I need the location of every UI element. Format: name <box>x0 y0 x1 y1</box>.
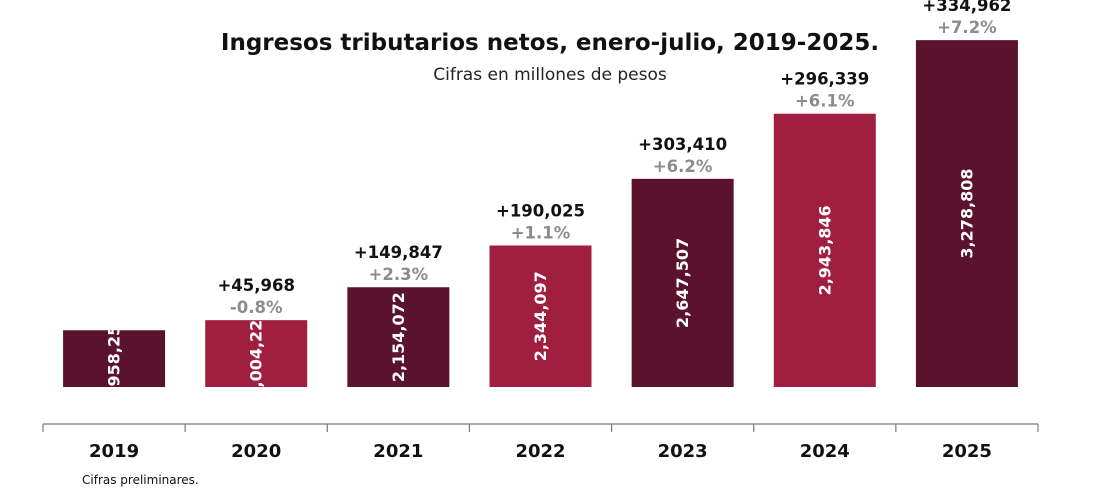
x-axis: 2019 2020 2021 2022 2023 2024 2025 <box>42 423 1039 462</box>
bar-change-pct-label: +2.3% <box>369 265 429 284</box>
x-tick-label: 2023 <box>658 441 708 462</box>
bar-value-label: 2,344,097 <box>531 271 550 361</box>
chart-footnote: Cifras preliminares. <box>82 473 199 487</box>
bar-change-abs-label: +296,339 <box>780 70 869 89</box>
bar-change-abs-label: +190,025 <box>496 201 585 220</box>
bar-change-pct-label: +6.2% <box>653 157 713 176</box>
bar-change-abs-label: +45,968 <box>217 276 295 295</box>
bar-2024 <box>773 113 876 387</box>
bar-change-pct-label: -0.8% <box>230 298 283 317</box>
bar-2025 <box>915 40 1018 387</box>
bar-2022 <box>489 245 592 387</box>
bar-value-label: 2,943,846 <box>815 205 834 295</box>
bar-change-abs-label: +149,847 <box>354 243 443 262</box>
x-tick-label: 2022 <box>515 441 565 462</box>
bar-2019 <box>63 330 166 387</box>
bar-value-label: 2,154,072 <box>389 292 408 382</box>
bar-change-pct-label: +7.2% <box>937 18 997 37</box>
bar-value-label: 2,004,225 <box>247 309 266 399</box>
bar-2020 <box>205 320 308 387</box>
bars-layer: 1,958,257 2,004,225-0.8% +45,968 2,154,072 +… <box>63 0 1018 404</box>
x-tick-label: 2019 <box>89 441 139 462</box>
chart-title: Ingresos tributarios netos, enero-julio,… <box>221 30 879 56</box>
chart-subtitle: Cifras en millones de pesos <box>433 65 667 85</box>
bar-change-pct-label: +6.1% <box>795 92 855 111</box>
bar-value-label: 3,278,808 <box>957 169 976 259</box>
bar-change-abs-label: +334,962 <box>922 0 1011 15</box>
bar-change-pct-label: +1.1% <box>511 223 571 242</box>
x-tick-label: 2021 <box>373 441 423 462</box>
x-tick-label: 2024 <box>800 441 850 462</box>
bar-change-abs-label: +303,410 <box>638 135 727 154</box>
x-tick-label: 2025 <box>942 441 992 462</box>
x-tick-label: 2020 <box>231 441 281 462</box>
bar-2021 <box>347 287 450 387</box>
bar-2023 <box>631 178 734 387</box>
bar-value-label: 2,647,507 <box>673 238 692 328</box>
bar-value-label: 1,958,257 <box>105 314 124 404</box>
